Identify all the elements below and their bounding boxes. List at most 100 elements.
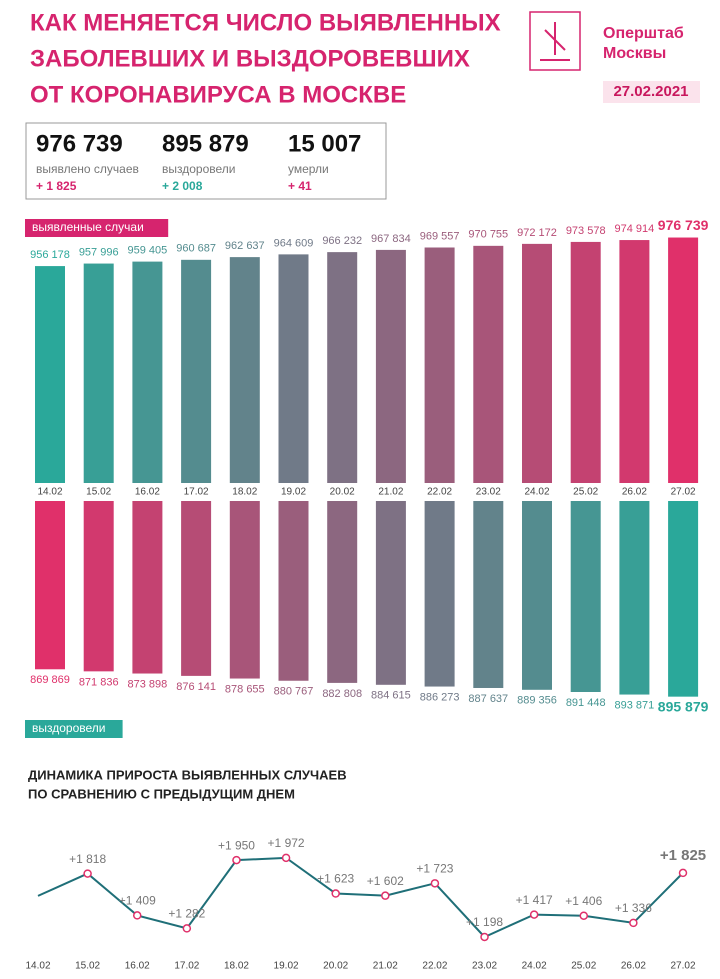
summary-box	[25, 122, 387, 200]
bar	[278, 254, 309, 483]
bar	[229, 501, 260, 679]
x-tick-label: 27.02	[670, 961, 695, 972]
bar	[327, 501, 358, 683]
section-label: выздоровели	[32, 721, 105, 735]
bar	[668, 237, 699, 483]
value-label: +1 417	[516, 893, 553, 907]
summary-label: выявлено случаев	[36, 162, 139, 176]
value-label: +1 406	[565, 894, 602, 908]
point	[480, 932, 489, 942]
bar	[132, 261, 163, 483]
value-label: +1 409	[119, 894, 156, 908]
x-tick-label: 26.02	[622, 487, 647, 498]
value-label: 884 615	[371, 690, 411, 702]
date: 27.02.2021	[613, 83, 688, 100]
x-tick-label: 15.02	[75, 961, 100, 972]
value-label: 871 836	[79, 676, 119, 688]
point	[232, 855, 241, 865]
point	[678, 868, 688, 878]
value-label: +1 723	[416, 861, 453, 875]
value-label: 964 609	[274, 237, 314, 249]
value-label: 878 655	[225, 683, 265, 695]
section-badge	[25, 720, 123, 738]
bar	[35, 266, 65, 483]
value-label: 969 557	[420, 230, 460, 242]
x-tick-label: 21.02	[378, 487, 403, 498]
x-tick-label: 19.02	[281, 487, 306, 498]
value-label: 891 448	[566, 697, 606, 709]
value-label: 876 141	[176, 681, 216, 693]
x-tick-label: 22.02	[422, 961, 447, 972]
bar	[229, 257, 260, 483]
value-label: 873 898	[128, 678, 168, 690]
value-label: +1 972	[268, 836, 305, 850]
bar	[570, 501, 601, 692]
bar	[327, 252, 358, 483]
value-label: 887 637	[468, 693, 508, 705]
value-label: 973 578	[566, 225, 606, 237]
logo-emblem	[540, 22, 570, 61]
x-tick-label: 21.02	[373, 961, 398, 972]
logo	[529, 11, 581, 71]
value-label: 956 178	[30, 249, 70, 261]
x-tick-label: 24.02	[524, 487, 549, 498]
summary-value: 15 007	[288, 130, 361, 157]
x-tick-label: 25.02	[571, 961, 596, 972]
bar	[83, 263, 114, 483]
bar	[473, 245, 504, 483]
x-tick-label: 16.02	[135, 487, 160, 498]
point	[83, 869, 92, 878]
title-line: ОТ КОРОНАВИРУСА В МОСКВЕ	[30, 81, 406, 108]
point	[529, 910, 539, 919]
value-label: 972 172	[517, 227, 557, 239]
point	[182, 924, 192, 933]
bar	[424, 247, 455, 483]
point	[132, 911, 142, 920]
value-label: +1 818	[69, 852, 106, 866]
bar	[668, 501, 699, 697]
x-tick-label: 26.02	[621, 961, 646, 972]
value-label: 974 914	[615, 223, 655, 235]
value-label: +1 602	[367, 874, 404, 888]
x-tick-label: 15.02	[86, 487, 111, 498]
brand: Москвы	[603, 45, 666, 62]
bar	[278, 501, 309, 681]
x-tick-label: 17.02	[174, 961, 199, 972]
value-label: +1 198	[466, 915, 503, 929]
value-label: 889 356	[517, 695, 557, 707]
x-tick-label: 24.02	[522, 961, 547, 972]
value-label: 966 232	[322, 235, 362, 247]
summary-value: 895 879	[162, 130, 249, 157]
brand: Оперштаб	[603, 25, 684, 42]
summary-delta: + 1 825	[36, 179, 77, 193]
x-tick-label: 20.02	[323, 961, 348, 972]
bar	[522, 501, 552, 690]
bar	[570, 241, 601, 483]
x-tick-label: 20.02	[330, 487, 355, 498]
point	[430, 879, 440, 888]
value-label: 967 834	[371, 233, 411, 245]
value-label: +1 950	[218, 838, 255, 852]
bar	[619, 501, 650, 695]
bar	[619, 240, 650, 483]
date-badge	[603, 81, 700, 103]
x-tick-label: 14.02	[37, 487, 62, 498]
x-tick-label: 14.02	[25, 961, 50, 972]
value-label: +1 825	[660, 847, 706, 864]
value-label: +1 282	[168, 907, 205, 921]
bar	[473, 501, 504, 688]
value-label: 886 273	[420, 691, 460, 703]
x-tick-label: 18.02	[232, 487, 257, 498]
value-label: 882 808	[322, 688, 362, 700]
x-tick-label: 23.02	[476, 487, 501, 498]
point	[281, 853, 291, 863]
bar	[375, 501, 406, 685]
chart-title: ДИНАМИКА ПРИРОСТА ВЫЯВЛЕННЫХ СЛУЧАЕВ	[28, 767, 347, 782]
value-label: 893 871	[615, 699, 655, 711]
value-label: 960 687	[176, 243, 216, 255]
value-label: 880 767	[274, 686, 314, 698]
value-label: +1 336	[615, 901, 652, 915]
bar	[83, 501, 114, 672]
